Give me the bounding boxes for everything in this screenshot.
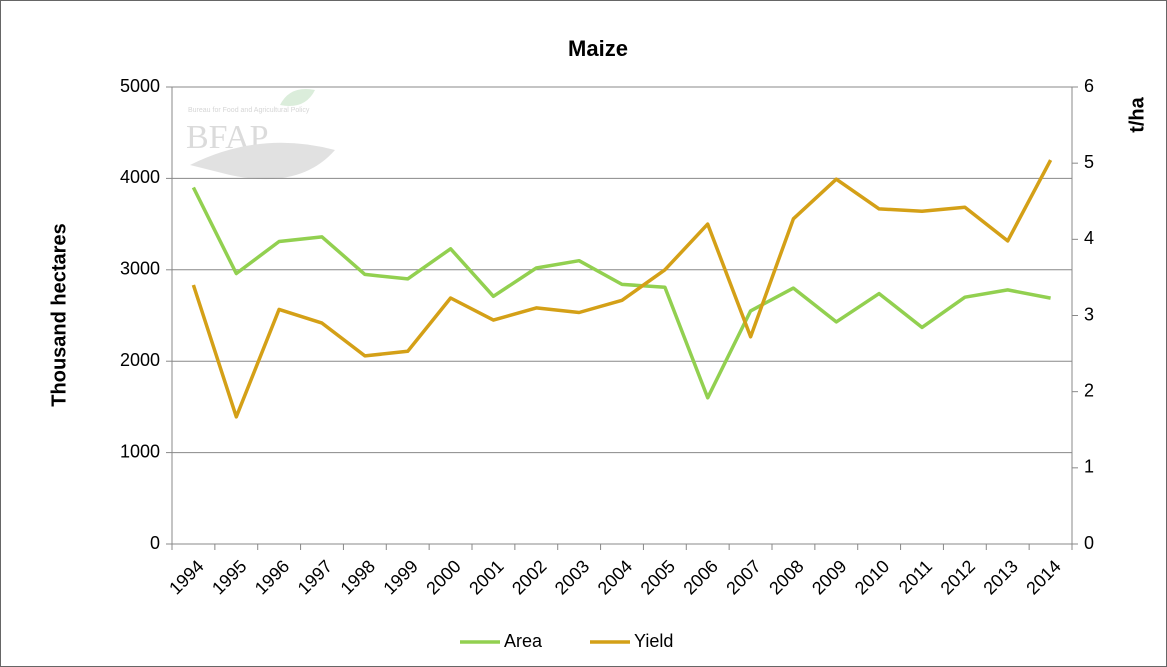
logo-leaf <box>280 89 315 106</box>
legend-label: Area <box>504 631 543 651</box>
y2-tick-label: 5 <box>1084 152 1094 172</box>
logo: Bureau for Food and Agricultural Policy … <box>186 89 335 180</box>
y-tick-label: 0 <box>150 533 160 553</box>
y2-tick-label: 3 <box>1084 304 1094 324</box>
logo-swoosh <box>190 142 335 180</box>
y2-tick-label: 1 <box>1084 457 1094 477</box>
y-tick-label: 4000 <box>120 167 160 187</box>
y2-tick-label: 2 <box>1084 380 1094 400</box>
logo-text: Bureau for Food and Agricultural Policy <box>188 107 310 114</box>
y2-tick-label: 4 <box>1084 228 1094 248</box>
y2-tick-label: 6 <box>1084 76 1094 96</box>
y2-tick-label: 0 <box>1084 533 1094 553</box>
y2-axis-label: t/ha <box>1126 96 1148 132</box>
y-tick-label: 5000 <box>120 76 160 96</box>
legend-label: Yield <box>634 631 673 651</box>
y-axis-label: Thousand hectares <box>48 223 70 406</box>
series-line <box>191 159 1053 419</box>
logo-name: BFAP <box>186 119 269 156</box>
chart-title: Maize <box>568 36 628 61</box>
y-tick-label: 1000 <box>120 441 160 461</box>
y-tick-label: 2000 <box>120 350 160 370</box>
series-line <box>191 186 1051 400</box>
y-tick-label: 3000 <box>120 259 160 279</box>
